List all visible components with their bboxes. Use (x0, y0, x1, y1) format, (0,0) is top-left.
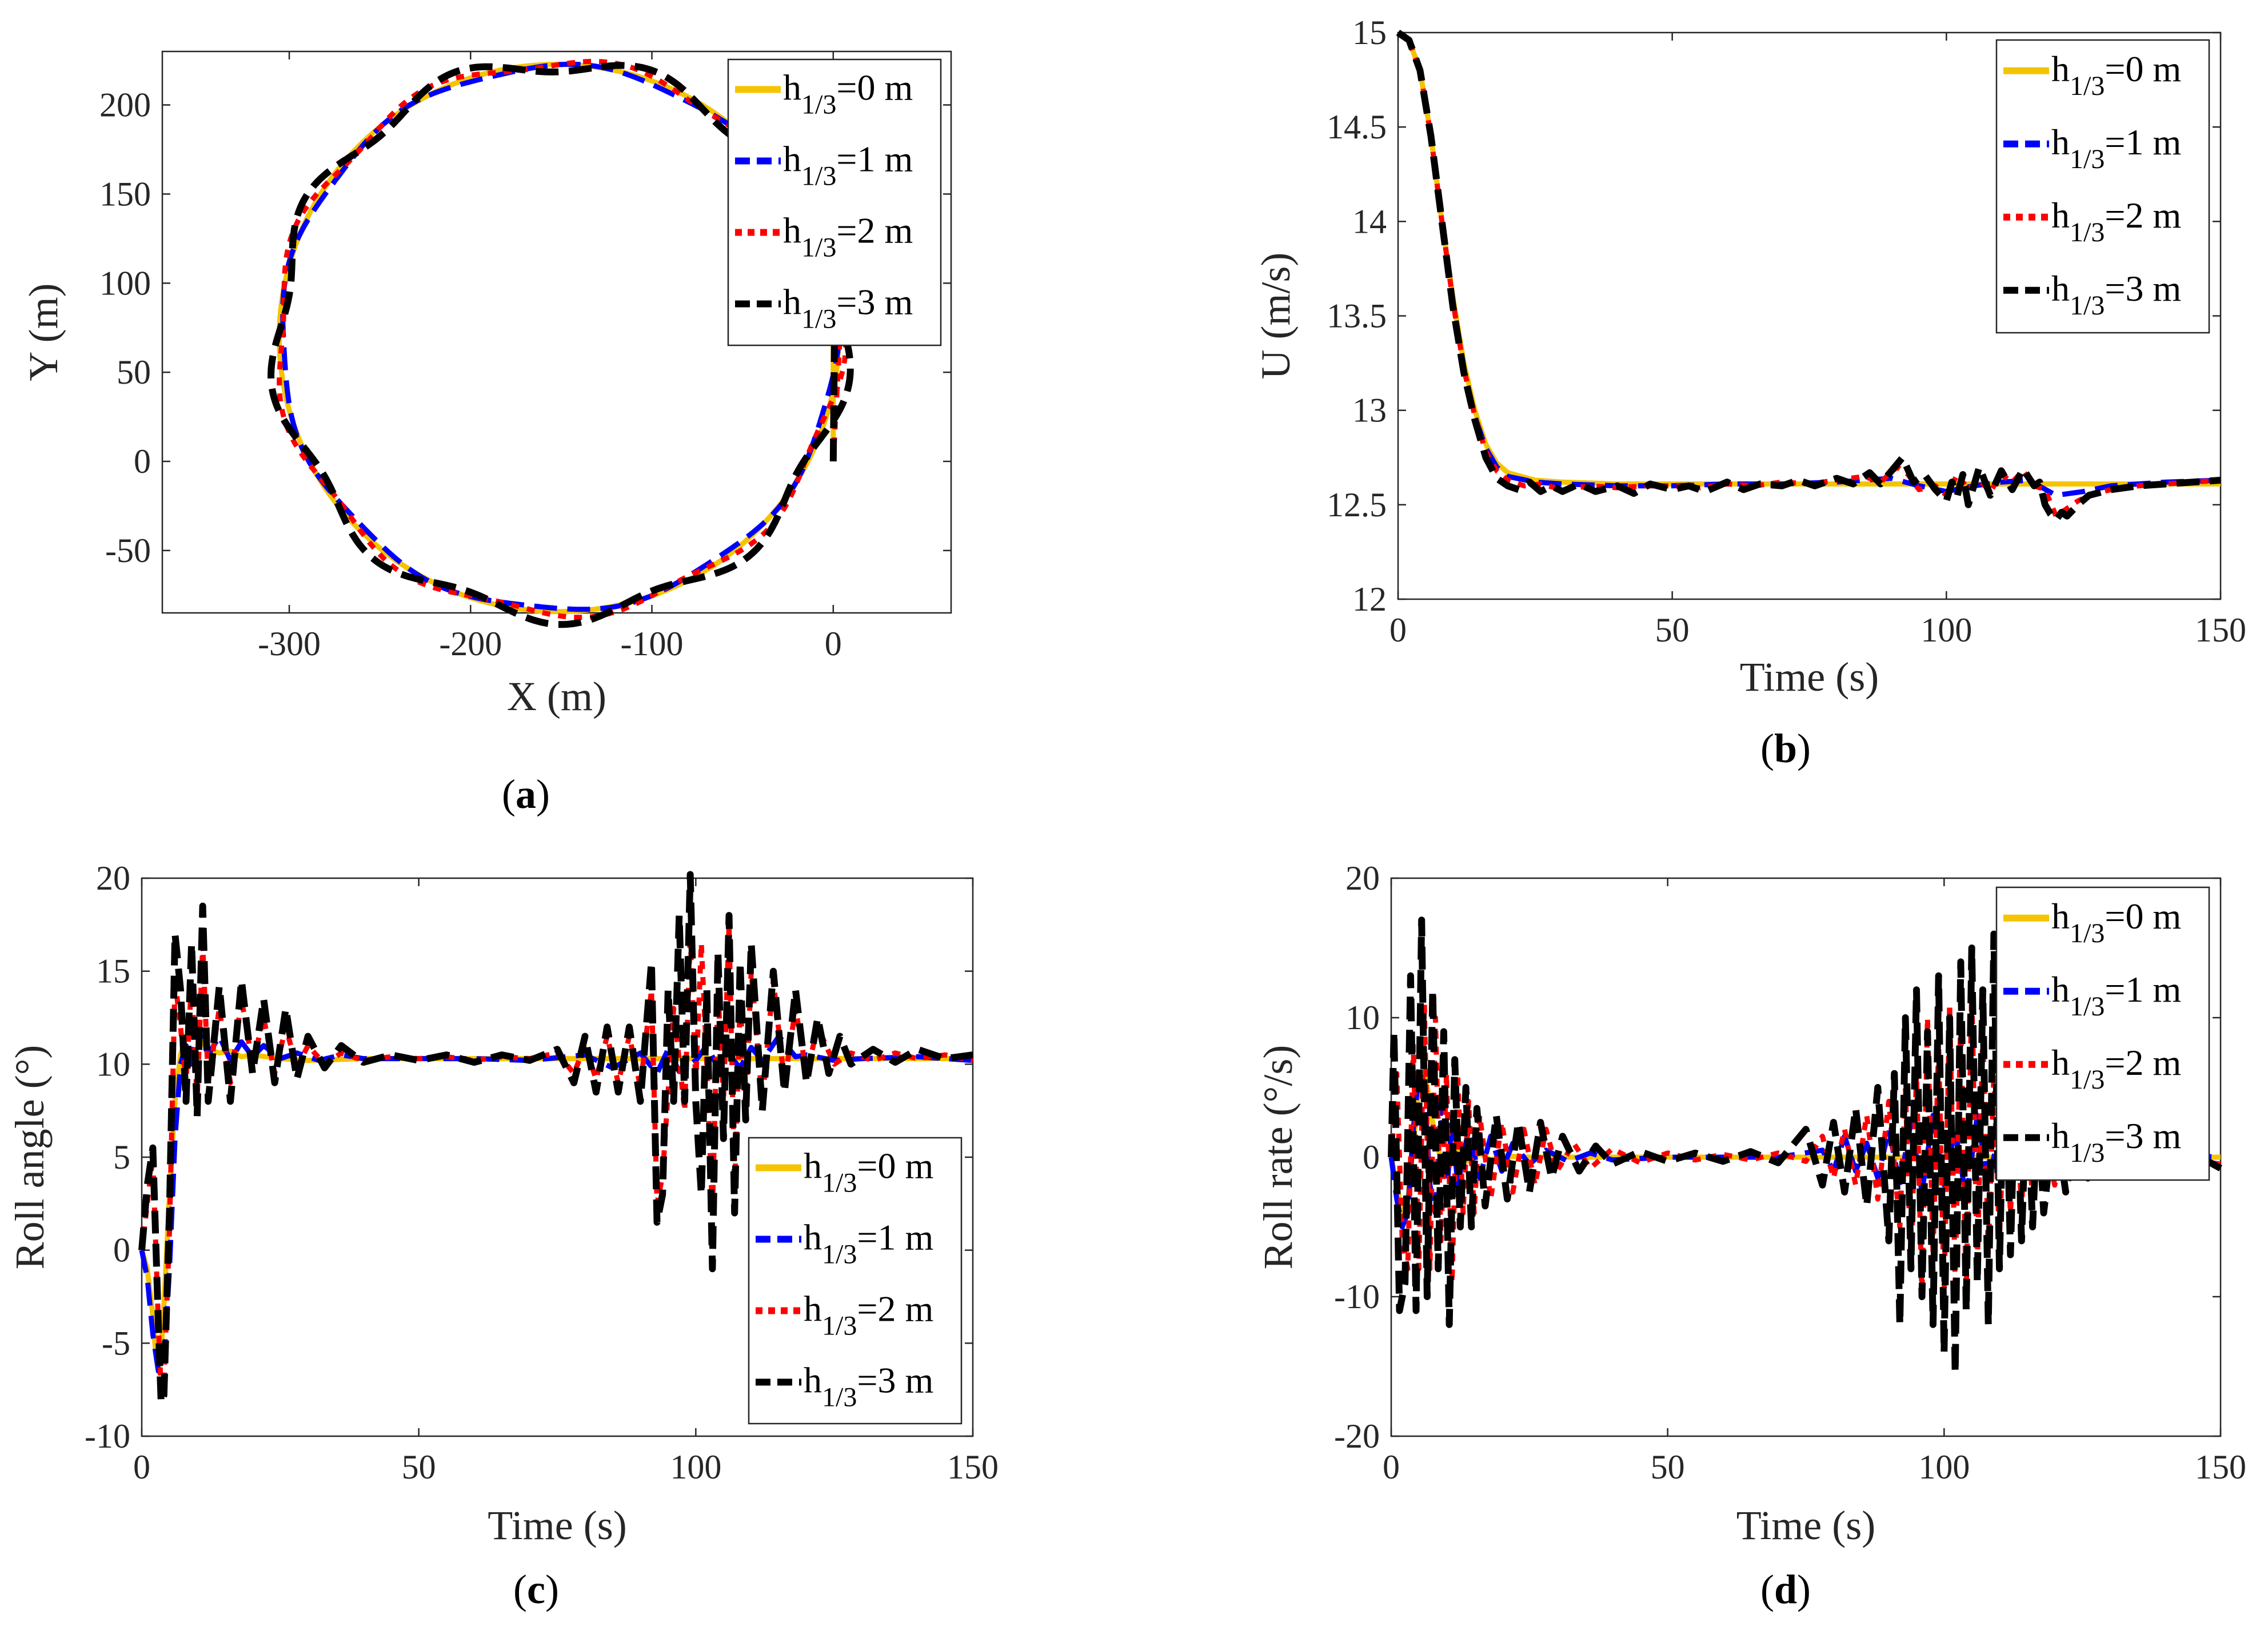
legend-label-a-3: h1/3=3 m (783, 282, 913, 334)
legend-label-a-1: h1/3=1 m (783, 139, 913, 192)
x-tick-label-d-3: 150 (2195, 1448, 2246, 1486)
caption-a-letter: a (516, 771, 536, 817)
x-axis-label-c: Time (s) (488, 1503, 626, 1548)
series-group-b (1396, 30, 2221, 524)
x-tick-label-b-2: 100 (1920, 611, 1972, 649)
y-tick-label-a-0: -50 (105, 532, 151, 569)
x-tick-label-a-2: -100 (621, 625, 684, 663)
y-tick-label-a-5: 200 (99, 86, 151, 124)
x-tick-label-d-2: 100 (1918, 1448, 1970, 1486)
y-tick-label-d-0: -20 (1334, 1417, 1380, 1455)
caption-d-letter: d (1774, 1567, 1797, 1612)
y-tick-label-d-2: 0 (1363, 1138, 1380, 1176)
legend-b: h1/3=0 m h1/3=1 m h1/3=2 m h1/3=3 m (1995, 39, 2210, 334)
panel-c-roll-angle: 0 50 100 150 -10 -5 0 5 10 15 20 Time (s) Roll angle… (7, 859, 999, 1548)
series-group-a (267, 59, 854, 628)
x-tick-label-a-1: -200 (439, 625, 502, 663)
y-axis-label-a: Y (m) (21, 283, 66, 381)
x-axis-label-b: Time (s) (1740, 654, 1879, 700)
caption-c-letter: c (527, 1567, 545, 1612)
panel-b-speed: 0 50 100 150 12 12.5 13 13.5 14 14.5 15 Time (s) U (… (1253, 14, 2246, 700)
panel-d-roll-rate: 0 50 100 150 -20 -10 0 10 20 Time (s) Roll rate (°… (1255, 859, 2246, 1548)
y-axis-label-c: Roll angle (°) (7, 1045, 53, 1270)
caption-d: (d) (1760, 1567, 1811, 1612)
legend-label-c-1: h1/3=1 m (804, 1217, 933, 1270)
x-axis-label-a: X (m) (507, 673, 606, 719)
caption-b: (b) (1760, 726, 1811, 771)
y-tick-label-b-4: 14 (1352, 202, 1387, 240)
y-tick-label-a-3: 100 (99, 264, 151, 302)
series-line-a-3 (267, 62, 854, 628)
legend-label-d-0: h1/3=0 m (2051, 896, 2181, 948)
x-tick-label-b-0: 0 (1389, 611, 1407, 649)
caption-b-letter: b (1774, 726, 1797, 771)
legend-label-b-3: h1/3=3 m (2051, 268, 2181, 321)
x-tick-label-c-1: 50 (402, 1448, 436, 1486)
y-tick-label-a-1: 0 (134, 443, 151, 480)
legend-c: h1/3=0 m h1/3=1 m h1/3=2 m h1/3=3 m (748, 1137, 963, 1425)
x-tick-label-c-2: 100 (670, 1448, 721, 1486)
legend-label-d-3: h1/3=3 m (2051, 1115, 2181, 1168)
y-tick-label-a-4: 150 (99, 175, 151, 213)
legend-label-a-0: h1/3=0 m (783, 67, 913, 120)
legend-d: h1/3=0 m h1/3=1 m h1/3=2 m h1/3=3 m (1995, 886, 2210, 1181)
y-tick-label-b-1: 12.5 (1327, 486, 1387, 524)
y-axis-label-d: Roll rate (°/s) (1255, 1045, 1301, 1270)
x-axis-label-d: Time (s) (1736, 1503, 1875, 1548)
series-group-c (138, 871, 973, 1406)
x-tick-label-c-0: 0 (133, 1448, 150, 1486)
series-line-a-2 (277, 59, 849, 620)
y-tick-label-c-2: 0 (113, 1232, 130, 1269)
y-tick-label-c-3: 5 (113, 1138, 130, 1176)
y-tick-label-a-2: 50 (117, 353, 151, 391)
y-tick-label-b-5: 14.5 (1327, 108, 1387, 146)
x-tick-label-b-1: 50 (1655, 611, 1690, 649)
y-tick-label-c-0: -10 (85, 1417, 130, 1455)
caption-c: (c) (513, 1567, 559, 1612)
legend-box-c (748, 1137, 963, 1425)
x-tick-label-d-0: 0 (1383, 1448, 1400, 1486)
y-axis-label-b: U (m/s) (1253, 253, 1299, 380)
y-tick-label-b-2: 13 (1352, 392, 1387, 429)
legend-label-a-2: h1/3=2 m (783, 210, 913, 263)
x-tick-label-a-0: -300 (258, 625, 321, 663)
y-tick-label-b-6: 15 (1352, 14, 1387, 51)
y-tick-label-b-3: 13.5 (1327, 297, 1387, 335)
x-tick-label-d-1: 50 (1651, 1448, 1685, 1486)
legend-a: h1/3=0 m h1/3=1 m h1/3=2 m h1/3=3 m (727, 58, 942, 346)
legend-label-c-3: h1/3=3 m (804, 1360, 933, 1413)
legend-label-c-2: h1/3=2 m (804, 1289, 933, 1341)
panel-a-trajectory: -300 -200 -100 0 -50 0 50 100 150 200 X (m) Y (m) h1… (21, 50, 952, 719)
y-tick-label-d-3: 10 (1345, 999, 1380, 1037)
caption-a: (a) (502, 771, 550, 817)
y-tick-label-c-4: 10 (96, 1045, 130, 1083)
legend-box-d (1995, 886, 2210, 1181)
y-tick-label-d-1: -10 (1334, 1278, 1380, 1316)
legend-label-b-1: h1/3=1 m (2051, 122, 2181, 174)
legend-label-b-2: h1/3=2 m (2051, 195, 2181, 248)
legend-box-b (1995, 39, 2210, 334)
legend-label-c-0: h1/3=0 m (804, 1146, 933, 1198)
x-tick-label-b-3: 150 (2195, 611, 2246, 649)
series-line-b-3 (1396, 30, 2221, 524)
y-tick-label-c-1: -5 (102, 1324, 130, 1362)
y-tick-label-b-0: 12 (1352, 580, 1387, 618)
legend-label-d-2: h1/3=2 m (2051, 1042, 2181, 1095)
y-tick-label-c-5: 15 (96, 953, 130, 990)
x-tick-label-c-3: 150 (947, 1448, 999, 1486)
legend-label-b-0: h1/3=0 m (2051, 49, 2181, 101)
y-tick-label-d-4: 20 (1345, 859, 1380, 897)
legend-box-a (727, 58, 942, 346)
legend-label-d-1: h1/3=1 m (2051, 969, 2181, 1022)
y-tick-label-c-6: 20 (96, 859, 130, 897)
x-tick-label-a-3: 0 (825, 625, 842, 663)
series-line-c-3 (138, 871, 973, 1406)
